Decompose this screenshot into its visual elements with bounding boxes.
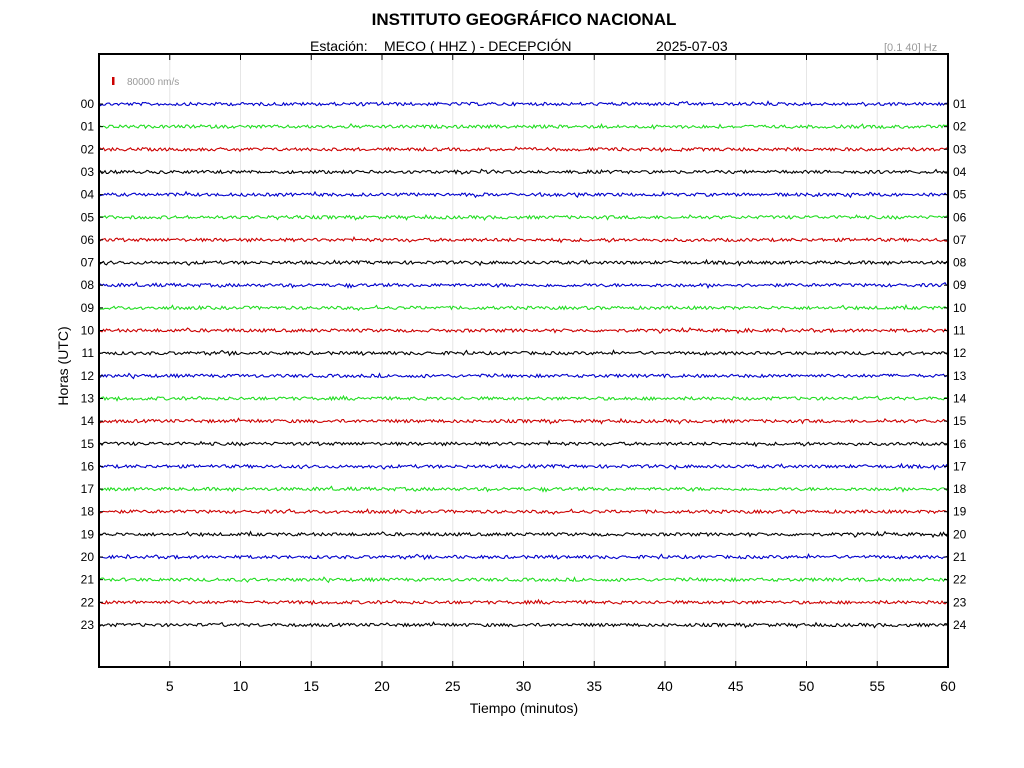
page-title: INSTITUTO GEOGRÁFICO NACIONAL [371, 10, 677, 29]
y-tick-label-left: 17 [81, 482, 95, 496]
y-tick-label-left: 10 [81, 324, 95, 338]
x-tick-label: 60 [940, 678, 956, 694]
y-tick-label-left: 00 [81, 97, 95, 111]
trace-line [98, 372, 949, 380]
trace-line [98, 235, 949, 244]
trace-line [98, 190, 949, 199]
y-tick-label-right: 23 [953, 595, 967, 609]
plot-frame [98, 53, 949, 668]
y-tick-label-left: 05 [81, 210, 95, 224]
x-tick-label: 5 [166, 678, 174, 694]
trace-line [98, 598, 949, 606]
y-tick-label-right: 15 [953, 414, 967, 428]
trace-line [98, 485, 949, 493]
trace-line [98, 100, 949, 107]
y-tick-label-right: 01 [953, 97, 967, 111]
trace-line [98, 168, 949, 175]
trace-line [98, 146, 949, 153]
y-tick-label-right: 11 [953, 324, 966, 338]
y-tick-label-right: 20 [953, 527, 967, 541]
trace-line [98, 281, 949, 289]
y-tick-label-left: 16 [81, 459, 95, 473]
y-tick-label-left: 03 [81, 165, 95, 179]
y-tick-label-right: 07 [953, 233, 967, 247]
x-axis-label: Tiempo (minutos) [469, 700, 579, 716]
y-tick-label-right: 05 [953, 188, 967, 202]
y-tick-label-right: 24 [953, 618, 967, 632]
trace-line [98, 394, 949, 402]
trace-line [98, 213, 949, 221]
y-tick-label-right: 09 [953, 278, 967, 292]
y-tick-label-left: 06 [81, 233, 95, 247]
y-tick-label-left: 18 [81, 505, 95, 519]
station-label: Estación: [310, 38, 368, 54]
x-tick-label: 55 [869, 678, 885, 694]
y-tick-label-left: 12 [81, 369, 95, 383]
y-tick-label-left: 15 [81, 437, 95, 451]
y-tick-label-right: 13 [953, 369, 967, 383]
y-tick-label-right: 08 [953, 256, 967, 270]
y-tick-label-right: 02 [953, 120, 967, 134]
y-tick-label-left: 21 [81, 573, 95, 587]
x-tick-label: 15 [303, 678, 319, 694]
trace-line [98, 552, 949, 561]
scale-bar [112, 77, 115, 85]
x-tick-label: 30 [516, 678, 532, 694]
y-tick-label-left: 20 [81, 550, 95, 564]
y-tick-label-left: 23 [81, 618, 95, 632]
y-tick-label-right: 16 [953, 437, 967, 451]
y-tick-label-left: 14 [81, 414, 95, 428]
y-tick-label-right: 03 [953, 142, 967, 156]
y-tick-label-right: 06 [953, 210, 967, 224]
y-tick-label-right: 19 [953, 505, 967, 519]
trace-line [98, 349, 949, 357]
y-tick-label-right: 17 [953, 459, 967, 473]
y-tick-label-right: 10 [953, 301, 967, 315]
trace-line [98, 462, 949, 471]
y-tick-label-left: 13 [81, 391, 95, 405]
trace-line [98, 122, 949, 130]
y-tick-label-right: 21 [953, 550, 967, 564]
y-tick-label-right: 04 [953, 165, 967, 179]
trace-line [98, 417, 949, 425]
y-tick-label-left: 02 [81, 142, 95, 156]
filter-band: [0.1 40] Hz [884, 42, 938, 54]
x-tick-label: 40 [657, 678, 673, 694]
y-tick-label-right: 12 [953, 346, 967, 360]
chart-date: 2025-07-03 [656, 38, 728, 54]
x-tick-label: 45 [728, 678, 744, 694]
x-tick-label: 50 [799, 678, 815, 694]
y-tick-label-left: 08 [81, 278, 95, 292]
x-tick-label: 10 [233, 678, 249, 694]
y-tick-label-left: 19 [81, 527, 95, 541]
y-tick-label-left: 22 [81, 595, 95, 609]
y-tick-label-left: 11 [82, 346, 95, 360]
trace-line [98, 508, 949, 516]
y-tick-label-left: 09 [81, 301, 95, 315]
x-tick-label: 25 [445, 678, 461, 694]
y-tick-label-right: 22 [953, 573, 967, 587]
trace-line [98, 326, 949, 335]
trace-line [98, 439, 949, 448]
trace-line [98, 576, 949, 584]
y-tick-label-right: 18 [953, 482, 967, 496]
y-tick-label-right: 14 [953, 391, 967, 405]
x-tick-label: 20 [374, 678, 390, 694]
trace-line [98, 621, 949, 629]
y-tick-label-left: 04 [81, 188, 95, 202]
y-tick-label-left: 01 [81, 120, 95, 134]
x-tick-label: 35 [586, 678, 602, 694]
scale-label: 80000 nm/s [127, 77, 179, 88]
trace-line [98, 258, 949, 267]
trace-line [98, 530, 949, 539]
station-name: MECO ( HHZ ) - DECEPCIÓN [384, 38, 572, 54]
y-tick-label-left: 07 [81, 256, 95, 270]
trace-line [98, 303, 949, 312]
